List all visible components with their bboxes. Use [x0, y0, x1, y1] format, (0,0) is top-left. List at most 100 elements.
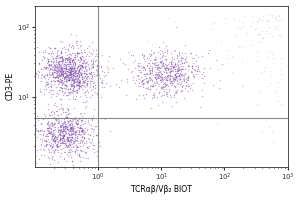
- Point: [93, 83, 98, 86]
- Point: [158, 66, 162, 69]
- Point: [69, 65, 74, 68]
- Point: [97, 140, 102, 143]
- Point: [89, 72, 94, 76]
- Point: [60, 77, 64, 80]
- Point: [175, 56, 180, 59]
- Point: [68, 72, 73, 76]
- Point: [61, 79, 66, 82]
- Point: [64, 145, 68, 148]
- Point: [79, 129, 84, 132]
- Point: [135, 68, 140, 72]
- Point: [61, 59, 65, 62]
- Point: [56, 120, 60, 123]
- Point: [160, 75, 165, 78]
- Point: [45, 64, 50, 67]
- Point: [142, 68, 147, 71]
- Point: [147, 57, 152, 60]
- Point: [68, 75, 73, 78]
- Point: [59, 73, 64, 76]
- Point: [52, 139, 57, 143]
- Point: [40, 139, 45, 142]
- Point: [159, 86, 164, 90]
- Point: [42, 154, 46, 157]
- Point: [137, 82, 142, 85]
- Point: [56, 68, 61, 72]
- Point: [57, 63, 62, 66]
- Point: [273, 15, 278, 18]
- Point: [63, 69, 68, 72]
- Point: [257, 31, 262, 35]
- Point: [152, 76, 157, 79]
- Point: [132, 67, 137, 70]
- Point: [160, 59, 165, 62]
- Point: [78, 113, 83, 116]
- Point: [95, 65, 100, 68]
- Point: [71, 61, 76, 64]
- Point: [67, 66, 72, 70]
- Point: [70, 77, 75, 80]
- Point: [126, 68, 130, 71]
- Point: [65, 94, 70, 97]
- Point: [61, 75, 66, 78]
- Point: [69, 75, 74, 78]
- Point: [56, 69, 61, 72]
- Point: [94, 72, 99, 75]
- Point: [86, 45, 91, 48]
- Point: [156, 66, 161, 69]
- Point: [89, 70, 94, 73]
- Point: [58, 66, 63, 70]
- Point: [68, 63, 73, 66]
- Point: [64, 69, 69, 72]
- Point: [164, 66, 168, 69]
- Point: [68, 78, 73, 81]
- Point: [158, 75, 163, 79]
- Point: [69, 120, 74, 123]
- Point: [51, 76, 56, 79]
- Point: [164, 70, 169, 73]
- Point: [84, 77, 89, 80]
- Point: [57, 137, 62, 141]
- Point: [80, 51, 85, 55]
- Point: [85, 145, 89, 149]
- Point: [41, 130, 46, 133]
- Point: [181, 61, 186, 65]
- Point: [48, 132, 53, 135]
- Point: [88, 70, 93, 74]
- Point: [164, 78, 169, 82]
- Point: [46, 132, 51, 135]
- Point: [44, 61, 49, 65]
- Point: [51, 139, 56, 142]
- Point: [172, 72, 177, 76]
- Point: [171, 64, 176, 68]
- Point: [66, 67, 71, 71]
- Point: [72, 65, 77, 68]
- Point: [185, 82, 190, 85]
- Point: [67, 144, 71, 148]
- Point: [69, 126, 74, 129]
- Point: [47, 84, 52, 88]
- Point: [70, 126, 75, 129]
- Point: [159, 65, 164, 68]
- Point: [58, 79, 63, 83]
- Point: [173, 63, 178, 66]
- Point: [155, 66, 160, 69]
- X-axis label: TCRαβ/Vβ₂ BIOT: TCRαβ/Vβ₂ BIOT: [131, 185, 192, 194]
- Point: [56, 78, 61, 81]
- Point: [68, 68, 73, 71]
- Point: [80, 75, 84, 78]
- Point: [69, 66, 74, 69]
- Point: [168, 67, 173, 71]
- Point: [70, 79, 75, 82]
- Point: [68, 71, 72, 74]
- Point: [172, 72, 177, 76]
- Point: [66, 150, 70, 154]
- Point: [96, 64, 100, 68]
- Point: [68, 53, 73, 56]
- Point: [163, 57, 168, 60]
- Point: [261, 36, 266, 40]
- Point: [58, 127, 63, 131]
- Point: [61, 67, 66, 70]
- Point: [270, 35, 275, 38]
- Point: [65, 107, 70, 110]
- Point: [66, 87, 71, 90]
